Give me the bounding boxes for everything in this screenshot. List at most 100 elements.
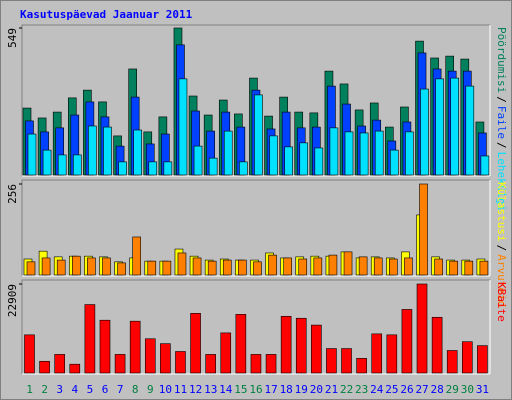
x-tick-label: 23: [355, 383, 368, 396]
bar: [132, 236, 141, 276]
bar: [390, 149, 399, 176]
x-tick-label: 29: [446, 383, 459, 396]
bar: [56, 259, 66, 276]
x-tick-label: 12: [189, 383, 202, 396]
bar: [446, 350, 458, 374]
bar: [371, 333, 383, 374]
legend: KBaite: [495, 282, 508, 322]
bar: [88, 125, 97, 176]
x-tick-label: 1: [26, 383, 33, 396]
bar: [103, 126, 112, 176]
x-tick-label: 31: [476, 383, 489, 396]
bar: [269, 135, 278, 176]
legend-entry: Külastusi: [495, 182, 508, 242]
bar: [39, 360, 50, 374]
legend-entry: Arvuteid: [495, 254, 508, 307]
bar: [431, 316, 443, 374]
y-tick-label: 256: [6, 184, 19, 204]
legend-separator: /: [495, 96, 508, 103]
x-tick-label: 15: [234, 383, 247, 396]
bar: [99, 319, 111, 374]
bar: [465, 85, 475, 176]
bar: [253, 261, 262, 276]
bar: [207, 260, 217, 276]
bar: [27, 133, 37, 176]
bar: [284, 146, 293, 176]
bar: [118, 161, 127, 176]
bar: [295, 317, 307, 374]
bar: [374, 130, 384, 176]
legend: Külastusi / Arvuteid: [495, 182, 508, 307]
x-tick-label: 6: [102, 383, 109, 396]
bar: [479, 260, 489, 276]
bar: [344, 131, 354, 176]
bar: [268, 254, 277, 276]
bar: [162, 260, 172, 276]
bar: [299, 142, 309, 176]
bar: [87, 257, 96, 276]
legend-entry: Lehekülgi: [495, 152, 508, 212]
bar: [160, 343, 171, 374]
bar: [84, 304, 96, 374]
bar: [401, 309, 413, 374]
bar: [462, 341, 473, 374]
bar: [129, 320, 141, 374]
x-tick-label: 30: [461, 383, 474, 396]
x-tick-label: 26: [400, 383, 413, 396]
x-tick-label: 17: [264, 383, 277, 396]
bar: [148, 161, 158, 176]
bar: [175, 351, 186, 374]
bar: [343, 251, 353, 276]
bar: [235, 314, 247, 374]
bar: [328, 254, 338, 276]
bar: [72, 154, 82, 176]
bar: [102, 257, 111, 276]
bar: [177, 252, 187, 276]
x-tick-label: 13: [204, 383, 217, 396]
bar: [117, 262, 126, 276]
bar: [178, 78, 188, 176]
x-tick-label: 9: [147, 383, 154, 396]
bar: [341, 348, 352, 374]
bar: [42, 149, 52, 176]
bar: [57, 154, 67, 176]
bar: [69, 363, 81, 374]
y-tick-label: 22909: [6, 284, 19, 317]
bar: [26, 261, 36, 276]
legend-entry: Pöördumisi: [495, 27, 508, 93]
legend-separator: /: [495, 245, 508, 252]
bar: [205, 354, 216, 374]
x-tick-label: 21: [325, 383, 338, 396]
legend-separator: /: [495, 142, 508, 149]
bar: [477, 345, 488, 374]
x-tick-label: 16: [249, 383, 262, 396]
bar: [250, 354, 262, 374]
bar: [133, 129, 142, 176]
bar: [220, 332, 232, 374]
bar: [71, 255, 81, 276]
legend-entry: KBaite: [495, 282, 508, 322]
bar: [163, 161, 173, 176]
x-tick-label: 10: [159, 383, 172, 396]
bar: [416, 283, 428, 374]
x-tick-label: 27: [415, 383, 428, 396]
legend-entry: Faile: [495, 106, 508, 139]
bar: [449, 260, 459, 276]
bar: [265, 354, 277, 374]
chart-title: Kasutuspäevad Jaanuar 2011: [20, 8, 193, 21]
x-tick-label: 8: [132, 383, 139, 396]
bar: [254, 94, 263, 176]
x-tick-label: 20: [310, 383, 323, 396]
x-tick-label: 7: [117, 383, 124, 396]
bar: [114, 354, 126, 374]
x-tick-label: 4: [72, 383, 79, 396]
bar: [386, 334, 398, 374]
bar: [190, 313, 201, 374]
bar: [311, 324, 322, 374]
bar: [41, 257, 51, 276]
bar: [223, 130, 233, 176]
bar: [144, 338, 156, 374]
x-tick-label: 18: [280, 383, 293, 396]
bar: [373, 257, 383, 276]
bar: [298, 258, 308, 276]
